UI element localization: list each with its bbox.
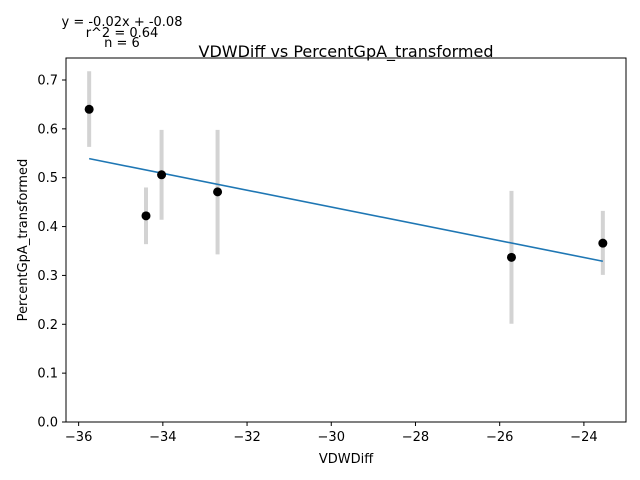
fit-layer [89,157,603,263]
x-tick-label: −26 [486,430,513,445]
data-point-4 [506,252,516,262]
chart-title: VDWDiff vs PercentGpA_transformed [199,42,494,62]
r-squared-annotation: r^2 = 0.64 [86,26,159,41]
plot-frame [65,57,627,423]
data-point-5 [598,238,608,248]
x-tick-label: −30 [318,430,345,445]
y-tick-label: 0.0 [37,416,58,431]
data-point-2 [157,170,167,180]
y-tick-label: 0.3 [37,269,58,284]
y-tick-label: 0.6 [37,122,58,137]
x-axis-title: VDWDiff [319,452,374,467]
data-point-1 [141,211,151,221]
x-tick-label: −34 [149,430,176,445]
data-point-0 [84,104,94,114]
y-tick-label: 0.4 [37,220,58,235]
y-tick-label: 0.7 [37,73,58,88]
y-axis: 0.0 0.1 0.2 0.3 0.4 0.5 0.6 0.7 [37,73,66,431]
x-tick-label: −24 [570,430,597,445]
x-axis: −36 −34 −32 −30 −28 −26 −24 [65,422,598,445]
x-tick-label: −28 [402,430,429,445]
data-point-3 [213,187,223,197]
y-tick-label: 0.5 [37,171,58,186]
errorbars-layer [87,71,605,324]
x-tick-label: −32 [233,430,260,445]
x-tick-label: −36 [65,430,92,445]
points-layer [84,104,608,262]
n-annotation: n = 6 [104,36,140,51]
equation-annotation: y = -0.02x + -0.08 [62,15,183,30]
y-tick-label: 0.2 [37,318,58,333]
y-tick-label: 0.1 [37,367,58,382]
regression-line [89,157,603,263]
y-axis-title: PercentGpA_transformed [16,159,31,322]
